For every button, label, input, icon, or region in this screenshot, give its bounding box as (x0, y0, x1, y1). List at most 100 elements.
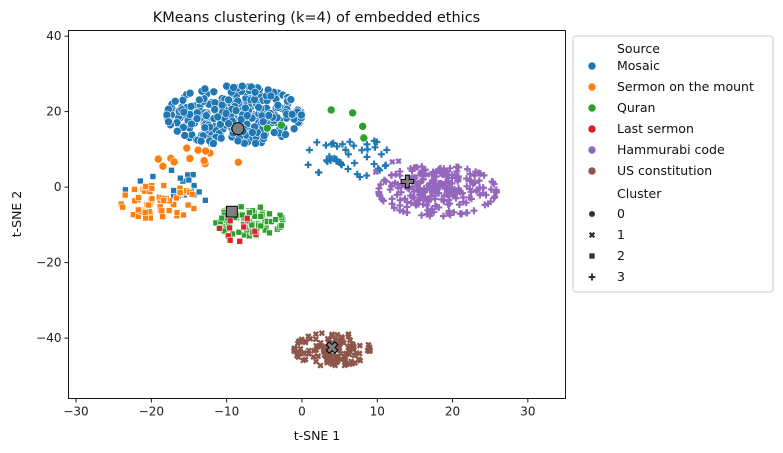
data-point (374, 165, 382, 173)
data-point (363, 172, 371, 180)
data-point (173, 209, 181, 216)
data-point (359, 133, 369, 143)
data-point (337, 159, 345, 166)
data-point (137, 177, 144, 185)
data-point (418, 167, 426, 175)
data-point (363, 140, 371, 148)
legend-cluster-label: 0 (617, 206, 625, 221)
data-point (141, 209, 149, 216)
data-point (376, 166, 384, 174)
data-point (257, 222, 265, 230)
data-point (391, 179, 399, 187)
x-tick-label: −30 (63, 405, 88, 419)
data-point (490, 180, 498, 188)
data-point (417, 170, 424, 178)
data-point (443, 167, 451, 175)
data-point (300, 357, 307, 364)
legend-box (572, 35, 774, 293)
data-point (173, 194, 180, 202)
data-point (185, 88, 195, 98)
data-point (379, 197, 387, 205)
data-point (447, 179, 455, 187)
data-point (326, 353, 334, 361)
data-point (213, 112, 223, 122)
data-point (455, 163, 462, 171)
data-point (312, 336, 319, 343)
data-point (418, 163, 426, 171)
data-point (408, 167, 416, 175)
data-point (370, 160, 378, 168)
data-point (479, 189, 487, 197)
data-point (476, 191, 484, 199)
data-point (323, 158, 331, 165)
legend-cluster-marker (588, 252, 596, 260)
data-point (419, 175, 427, 183)
data-point (387, 182, 395, 190)
data-point (305, 146, 313, 154)
data-point (221, 109, 231, 118)
data-point (475, 169, 482, 177)
data-point (479, 184, 487, 192)
legend-source-marker (587, 103, 597, 113)
data-point (447, 185, 455, 192)
data-point (322, 141, 330, 149)
data-point (170, 187, 177, 194)
data-point (492, 187, 500, 195)
data-point (476, 183, 484, 191)
data-point (313, 342, 320, 349)
legend-source-label: US constitution (617, 163, 712, 178)
data-point (339, 140, 346, 148)
legend-cluster-label: 3 (617, 269, 625, 284)
data-point (272, 216, 279, 223)
data-point (276, 211, 284, 219)
data-point (392, 170, 400, 178)
data-point (413, 198, 421, 206)
data-point (216, 225, 223, 232)
data-point (470, 207, 478, 215)
data-point (472, 168, 480, 176)
legend-cluster-marker (588, 210, 596, 218)
data-point (233, 136, 243, 146)
legend-source-label: Last sermon (617, 121, 694, 136)
legend-source-label: Mosaic (617, 58, 660, 73)
data-point (438, 195, 446, 203)
data-point (487, 185, 495, 193)
data-point (344, 165, 352, 173)
data-point (419, 194, 427, 202)
data-point (142, 214, 149, 222)
data-point (395, 158, 402, 165)
data-point (358, 146, 366, 154)
y-tick-label: 40 (46, 29, 61, 43)
data-point (190, 182, 198, 189)
data-point (160, 197, 168, 204)
centroid-marker (400, 174, 415, 189)
data-point (250, 87, 260, 97)
data-point (318, 330, 326, 337)
data-point (373, 138, 381, 146)
data-point (420, 185, 428, 192)
data-point (313, 138, 321, 146)
data-point (269, 128, 279, 137)
data-point (226, 224, 233, 232)
data-point (327, 357, 335, 365)
data-point (380, 176, 388, 184)
data-point (333, 142, 341, 150)
data-point (439, 171, 447, 179)
data-point (386, 186, 394, 194)
data-point (407, 199, 415, 207)
data-point (351, 359, 359, 366)
legend-cluster-label: 2 (617, 248, 625, 263)
data-point (246, 209, 253, 216)
data-point (165, 207, 173, 214)
data-point (224, 119, 233, 128)
x-tick-label: 10 (370, 405, 385, 419)
data-point (331, 362, 339, 369)
data-point (440, 180, 447, 187)
data-point (467, 188, 475, 196)
data-point (456, 210, 464, 218)
data-point (148, 195, 156, 202)
data-point (448, 171, 456, 179)
data-point (159, 213, 166, 220)
data-point (179, 123, 188, 132)
data-point (388, 200, 396, 208)
